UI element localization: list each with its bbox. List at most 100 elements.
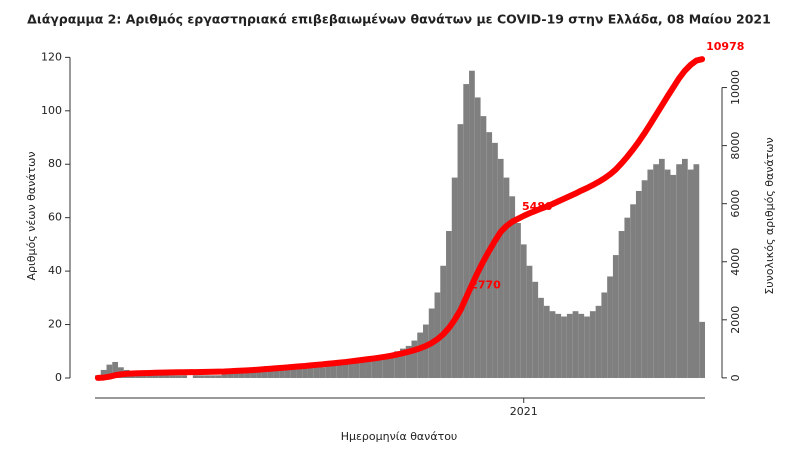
bar — [526, 265, 533, 378]
bar — [215, 375, 222, 378]
bar — [572, 311, 579, 378]
bar — [520, 244, 527, 378]
bar — [676, 164, 682, 378]
bar — [561, 316, 567, 378]
bar — [169, 375, 176, 378]
bar — [164, 375, 170, 378]
chart-title: Διάγραμμα 2: Αριθμός εργαστηριακά επιβεβ… — [27, 12, 771, 27]
bar — [325, 364, 331, 378]
bar — [503, 177, 510, 378]
bar — [296, 367, 303, 378]
bar — [480, 116, 487, 378]
bar — [302, 364, 308, 378]
bar — [204, 375, 211, 378]
bar — [273, 369, 280, 378]
bar — [497, 158, 504, 378]
bar — [451, 177, 458, 378]
y2-tick-label: 0 — [729, 374, 742, 381]
bar — [353, 359, 360, 378]
bar — [106, 364, 113, 378]
bar — [589, 311, 596, 378]
bar — [261, 369, 268, 378]
bar — [578, 313, 585, 378]
bar — [100, 369, 107, 378]
bar — [492, 142, 498, 378]
bar — [330, 361, 337, 378]
bar — [359, 361, 366, 378]
y2-tick-label: 6000 — [729, 190, 742, 218]
cumulative-line — [94, 56, 706, 381]
bar — [635, 190, 642, 378]
bar — [112, 361, 119, 378]
y2-tick-label: 8000 — [729, 132, 742, 160]
bar — [624, 217, 631, 378]
bar — [342, 361, 349, 378]
bar — [336, 364, 343, 378]
bar — [405, 345, 412, 378]
bar — [313, 364, 320, 378]
bar — [256, 369, 262, 378]
annotation: 10978 — [706, 40, 744, 53]
y2-tick-label: 4000 — [729, 248, 742, 276]
annotation: 5480 — [522, 200, 553, 213]
bar — [618, 231, 625, 378]
y-tick-label: 20 — [48, 318, 62, 331]
bar — [670, 174, 677, 378]
bar — [400, 348, 406, 378]
y-tick-label: 80 — [48, 157, 62, 170]
bar — [152, 375, 159, 378]
bar — [566, 313, 573, 378]
bar — [227, 372, 234, 378]
x-axis-label: Ημερομηνία θανάτου — [341, 430, 458, 443]
bar — [555, 313, 562, 378]
bar — [250, 369, 257, 378]
bar — [515, 223, 521, 378]
bar — [595, 305, 602, 378]
y-tick-label: 120 — [41, 50, 62, 63]
bar — [290, 364, 297, 378]
bar — [607, 276, 613, 378]
bar — [538, 297, 544, 378]
bar — [584, 316, 590, 378]
bar — [549, 311, 556, 378]
bar — [423, 324, 429, 378]
annotation: 2770 — [470, 278, 501, 291]
bar — [693, 164, 700, 378]
bar — [382, 356, 389, 378]
y2-axis-label: Συνολικός αριθμός θανάτων — [763, 137, 776, 294]
bar — [532, 281, 539, 378]
bar — [463, 84, 470, 378]
bar — [612, 255, 619, 378]
bar — [221, 372, 228, 378]
bar — [348, 361, 354, 378]
y-axis-label: Αριθμός νέων θανάτων — [25, 152, 38, 281]
y2-tick-label: 2000 — [729, 306, 742, 334]
bar — [440, 265, 447, 378]
bar — [699, 321, 705, 378]
bar — [509, 196, 516, 378]
bar — [411, 340, 418, 378]
x-tick-label: 2021 — [510, 405, 538, 418]
bar — [210, 375, 216, 378]
y-tick-label: 40 — [48, 264, 62, 277]
bar — [198, 375, 205, 378]
y-tick-label: 0 — [55, 371, 62, 384]
bar — [543, 305, 550, 378]
bar — [181, 375, 188, 378]
bar — [233, 372, 239, 378]
bar — [284, 367, 291, 378]
bar — [681, 158, 688, 378]
bar — [238, 372, 245, 378]
y-tick-label: 60 — [48, 211, 62, 224]
bar — [658, 158, 665, 378]
bar — [307, 364, 314, 378]
bar — [641, 180, 648, 378]
bar — [687, 169, 694, 378]
bar — [376, 356, 383, 378]
bar — [175, 375, 182, 378]
y-tick-label: 100 — [41, 104, 62, 117]
bar — [388, 353, 395, 378]
bar — [601, 292, 608, 378]
bar — [630, 204, 636, 378]
